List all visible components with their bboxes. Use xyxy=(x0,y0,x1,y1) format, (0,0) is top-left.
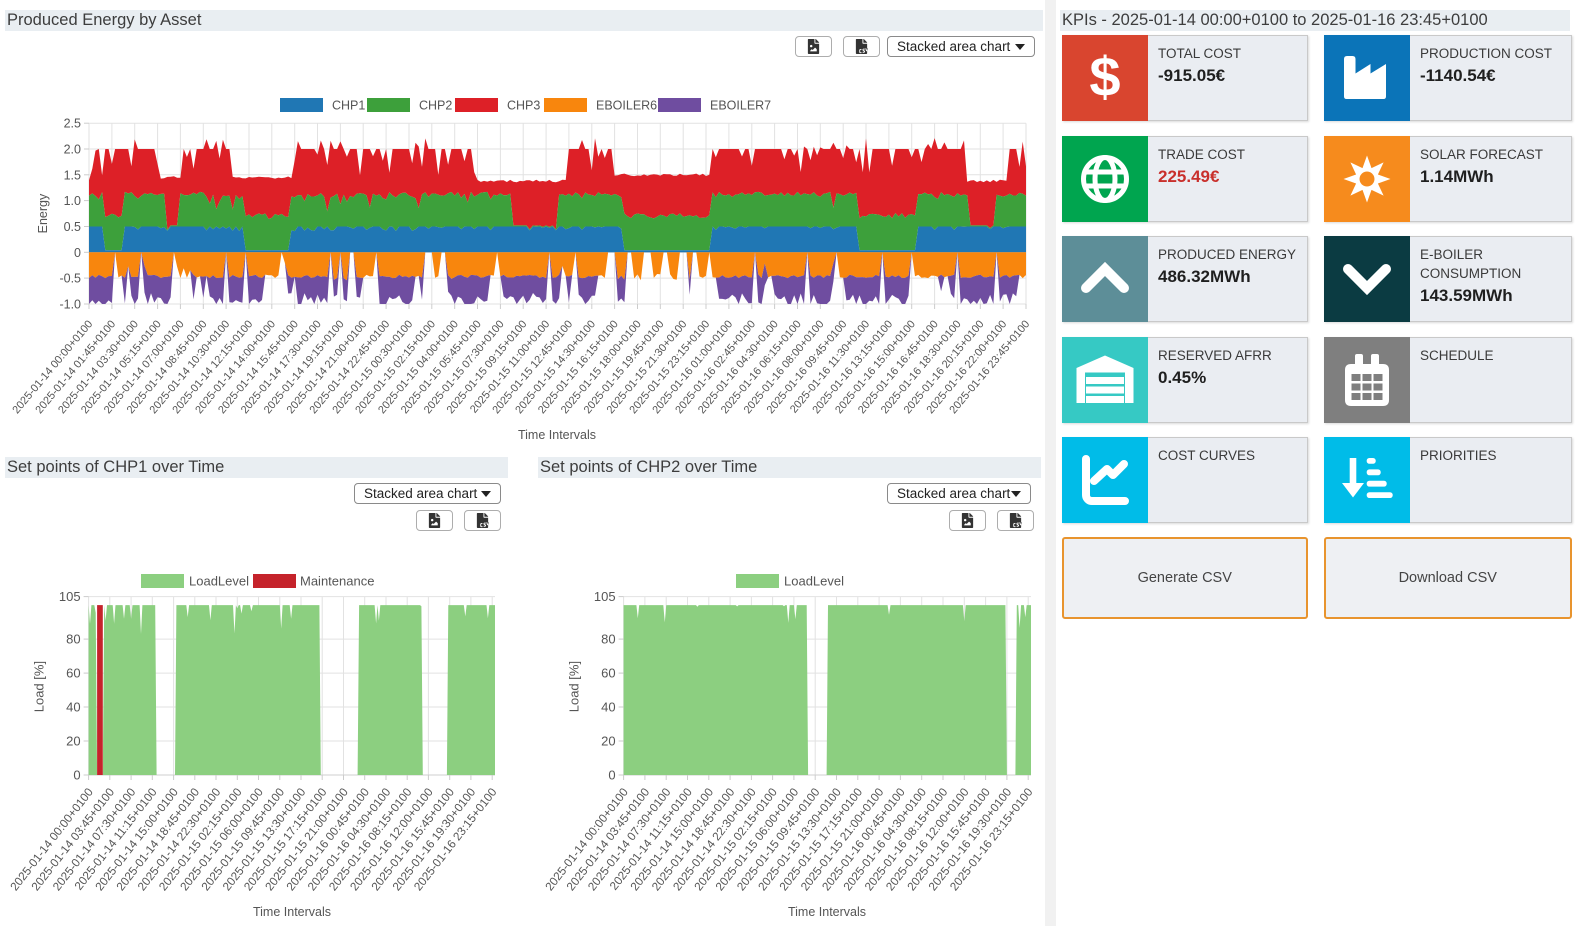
svg-text:-1.0: -1.0 xyxy=(59,298,81,312)
svg-text:40: 40 xyxy=(601,700,615,715)
svg-text:Energy: Energy xyxy=(36,193,50,233)
svg-text:80: 80 xyxy=(601,632,615,647)
svg-text:1.0: 1.0 xyxy=(64,194,81,208)
svg-text:20: 20 xyxy=(66,734,80,749)
svg-text:2.0: 2.0 xyxy=(64,143,81,157)
svg-text:0: 0 xyxy=(608,768,615,783)
svg-text:20: 20 xyxy=(601,734,615,749)
svg-text:LoadLevel: LoadLevel xyxy=(784,574,844,589)
svg-text:CHP3: CHP3 xyxy=(507,99,540,113)
svg-text:CHP2: CHP2 xyxy=(419,99,452,113)
svg-text:Load [%]: Load [%] xyxy=(32,661,47,712)
svg-text:EBOILER6: EBOILER6 xyxy=(596,99,657,113)
svg-text:0: 0 xyxy=(74,246,81,260)
svg-text:1.5: 1.5 xyxy=(64,168,81,182)
svg-text:80: 80 xyxy=(66,632,80,647)
svg-text:Time Intervals: Time Intervals xyxy=(518,428,596,442)
svg-text:0: 0 xyxy=(73,768,80,783)
svg-text:LoadLevel: LoadLevel xyxy=(189,574,249,589)
svg-text:Time Intervals: Time Intervals xyxy=(788,905,866,919)
svg-text:$: $ xyxy=(1089,45,1120,108)
svg-text:-0.5: -0.5 xyxy=(59,272,81,286)
svg-text:2.5: 2.5 xyxy=(64,117,81,131)
svg-text:CHP1: CHP1 xyxy=(332,99,365,113)
svg-text:0.5: 0.5 xyxy=(64,220,81,234)
svg-text:105: 105 xyxy=(59,589,81,604)
svg-text:60: 60 xyxy=(601,666,615,681)
svg-text:Time Intervals: Time Intervals xyxy=(253,905,331,919)
svg-text:40: 40 xyxy=(66,700,80,715)
svg-text:EBOILER7: EBOILER7 xyxy=(710,99,771,113)
svg-text:Maintenance: Maintenance xyxy=(300,574,374,589)
svg-text:105: 105 xyxy=(594,589,616,604)
svg-text:60: 60 xyxy=(66,666,80,681)
svg-text:Load [%]: Load [%] xyxy=(567,661,582,712)
